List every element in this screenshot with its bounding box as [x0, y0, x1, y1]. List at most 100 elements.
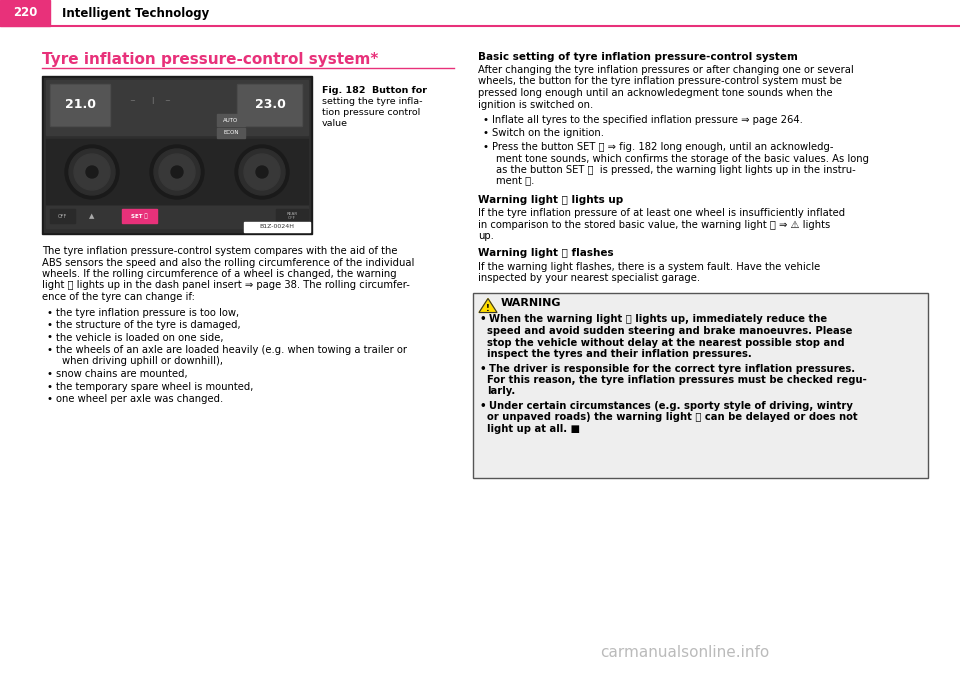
Text: !: ! — [486, 304, 490, 313]
Text: OFF: OFF — [58, 213, 66, 219]
Text: stop the vehicle without delay at the nearest possible stop and: stop the vehicle without delay at the ne… — [487, 337, 845, 347]
Text: If the tyre inflation pressure of at least one wheel is insufficiently inflated: If the tyre inflation pressure of at lea… — [478, 208, 845, 218]
Circle shape — [171, 166, 183, 178]
Text: •: • — [480, 314, 487, 324]
Circle shape — [159, 154, 195, 190]
Text: Fig. 182  Button for: Fig. 182 Button for — [322, 86, 427, 95]
Text: ABS sensors the speed and also the rolling circumference of the individual: ABS sensors the speed and also the rolli… — [42, 258, 415, 267]
Text: Press the button SET Ⓤ ⇒ fig. 182 long enough, until an acknowledg-: Press the button SET Ⓤ ⇒ fig. 182 long e… — [492, 142, 833, 152]
Bar — [50, 84, 110, 126]
Text: •: • — [483, 115, 489, 125]
Text: wheels, the button for the tyre inflation pressure-control system must be: wheels, the button for the tyre inflatio… — [478, 77, 842, 87]
Text: ment tone sounds, which confirms the storage of the basic values. As long: ment tone sounds, which confirms the sto… — [496, 153, 869, 164]
Text: ignition is switched on.: ignition is switched on. — [478, 100, 593, 110]
Circle shape — [235, 145, 289, 199]
Text: Intelligent Technology: Intelligent Technology — [62, 7, 209, 20]
Text: REAR
OFF: REAR OFF — [286, 212, 298, 220]
Text: 23.0: 23.0 — [254, 98, 285, 112]
Bar — [117, 84, 229, 126]
Text: •: • — [480, 401, 487, 411]
Text: •: • — [47, 382, 53, 392]
Bar — [51, 85, 109, 125]
Bar — [50, 209, 75, 223]
Text: inspect the tyres and their inflation pressures.: inspect the tyres and their inflation pr… — [487, 349, 752, 359]
Polygon shape — [479, 299, 497, 312]
Text: •: • — [47, 308, 53, 318]
Bar — [122, 209, 157, 223]
Text: The driver is responsible for the correct tyre inflation pressures.: The driver is responsible for the correc… — [489, 363, 855, 374]
Text: the temporary spare wheel is mounted,: the temporary spare wheel is mounted, — [56, 382, 253, 392]
Text: AUTO: AUTO — [224, 118, 239, 122]
Circle shape — [74, 154, 110, 190]
Text: For this reason, the tyre inflation pressures must be checked regu-: For this reason, the tyre inflation pres… — [487, 375, 867, 385]
Text: the tyre inflation pressure is too low,: the tyre inflation pressure is too low, — [56, 308, 239, 318]
Text: Warning light Ⓤ lights up: Warning light Ⓤ lights up — [478, 195, 623, 205]
Text: B1Z-0024H: B1Z-0024H — [259, 225, 295, 229]
Circle shape — [256, 166, 268, 178]
Circle shape — [239, 149, 285, 195]
Text: the wheels of an axle are loaded heavily (e.g. when towing a trailer or: the wheels of an axle are loaded heavily… — [56, 345, 407, 355]
Text: up.: up. — [478, 231, 493, 241]
Text: carmanualsonline.info: carmanualsonline.info — [600, 645, 769, 660]
Circle shape — [86, 166, 98, 178]
Text: •: • — [47, 394, 53, 404]
Bar — [217, 114, 245, 126]
Bar — [46, 139, 308, 204]
Bar — [276, 209, 308, 223]
Text: Warning light Ⓤ flashes: Warning light Ⓤ flashes — [478, 248, 613, 258]
Text: Tyre inflation pressure-control system*: Tyre inflation pressure-control system* — [42, 52, 378, 67]
Text: inspected by your nearest specialist garage.: inspected by your nearest specialist gar… — [478, 273, 700, 283]
Text: The tyre inflation pressure-control system compares with the aid of the: The tyre inflation pressure-control syst… — [42, 246, 397, 256]
Text: value: value — [322, 119, 348, 128]
Text: ECON: ECON — [224, 131, 239, 135]
Bar — [473, 293, 928, 478]
Text: ~: ~ — [164, 98, 170, 104]
Text: one wheel per axle was changed.: one wheel per axle was changed. — [56, 394, 224, 404]
Bar — [42, 76, 312, 234]
Text: larly.: larly. — [487, 386, 516, 396]
Text: Basic setting of tyre inflation pressure-control system: Basic setting of tyre inflation pressure… — [478, 52, 798, 62]
Text: Inflate all tyres to the specified inflation pressure ⇒ page 264.: Inflate all tyres to the specified infla… — [492, 115, 803, 125]
Bar — [46, 206, 308, 228]
Text: Under certain circumstances (e.g. sporty style of driving, wintry: Under certain circumstances (e.g. sporty… — [489, 401, 852, 411]
Text: •: • — [47, 345, 53, 355]
Circle shape — [150, 145, 204, 199]
Bar — [217, 128, 245, 138]
Text: •: • — [480, 363, 487, 374]
Text: snow chains are mounted,: snow chains are mounted, — [56, 369, 187, 379]
Text: WARNING: WARNING — [501, 297, 562, 308]
Text: ~: ~ — [129, 98, 135, 104]
Text: in comparison to the stored basic value, the warning light Ⓤ ⇒ ⚠ lights: in comparison to the stored basic value,… — [478, 219, 830, 229]
Circle shape — [154, 149, 200, 195]
Text: or unpaved roads) the warning light Ⓤ can be delayed or does not: or unpaved roads) the warning light Ⓤ ca… — [487, 413, 857, 423]
Text: wheels. If the rolling circumference of a wheel is changed, the warning: wheels. If the rolling circumference of … — [42, 269, 396, 279]
Text: •: • — [47, 369, 53, 379]
Text: the structure of the tyre is damaged,: the structure of the tyre is damaged, — [56, 320, 241, 330]
Circle shape — [65, 145, 119, 199]
Text: the vehicle is loaded on one side,: the vehicle is loaded on one side, — [56, 332, 224, 343]
Text: After changing the tyre inflation pressures or after changing one or several: After changing the tyre inflation pressu… — [478, 65, 853, 75]
Text: If the warning light flashes, there is a system fault. Have the vehicle: If the warning light flashes, there is a… — [478, 262, 820, 271]
Bar — [46, 80, 308, 135]
Text: speed and avoid sudden steering and brake manoeuvres. Please: speed and avoid sudden steering and brak… — [487, 326, 852, 336]
Text: light up at all. ■: light up at all. ■ — [487, 424, 580, 434]
Text: ence of the tyre can change if:: ence of the tyre can change if: — [42, 292, 195, 302]
Bar — [237, 84, 302, 126]
Text: •: • — [47, 332, 53, 343]
Circle shape — [69, 149, 115, 195]
Text: setting the tyre infla-: setting the tyre infla- — [322, 97, 422, 106]
Text: ment Ⓤ.: ment Ⓤ. — [496, 176, 535, 186]
Text: Switch on the ignition.: Switch on the ignition. — [492, 129, 604, 139]
Bar — [238, 85, 301, 125]
Text: •: • — [483, 142, 489, 152]
Text: tion pressure control: tion pressure control — [322, 108, 420, 117]
Text: 220: 220 — [12, 7, 37, 20]
Bar — [244, 222, 310, 232]
Text: as the button SET Ⓤ  is pressed, the warning light lights up in the instru-: as the button SET Ⓤ is pressed, the warn… — [496, 165, 855, 175]
Text: When the warning light Ⓤ lights up, immediately reduce the: When the warning light Ⓤ lights up, imme… — [489, 314, 828, 324]
Text: ▲: ▲ — [89, 213, 95, 219]
Text: pressed long enough until an acknowledegment tone sounds when the: pressed long enough until an acknowledeg… — [478, 88, 832, 98]
Text: •: • — [483, 129, 489, 139]
Text: |: | — [151, 98, 154, 104]
Bar — [0, 0, 50, 26]
